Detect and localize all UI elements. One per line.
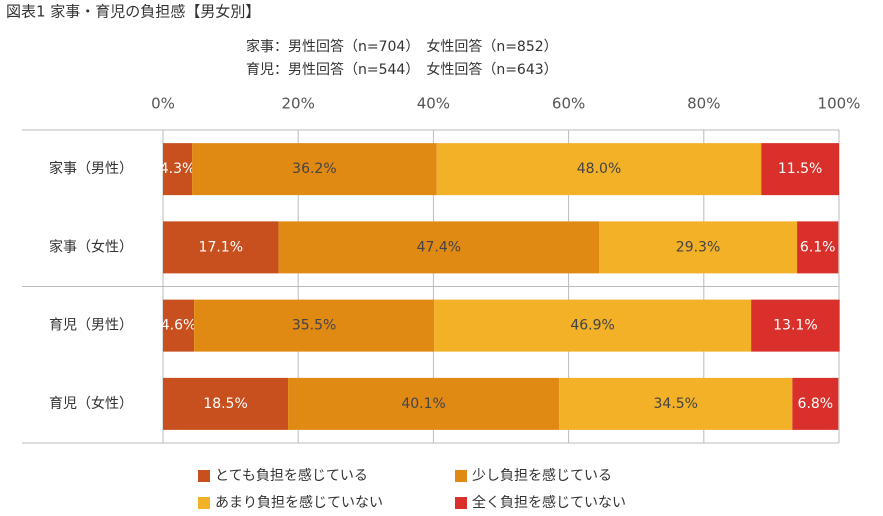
chart-title: 図表1 家事・育児の負担感【男女別】 (6, 3, 260, 21)
value-label: 17.1% (199, 239, 243, 255)
legend-swatch (198, 497, 210, 509)
x-tick-label: 60% (552, 95, 585, 113)
legend-label: とても負担を感じている (215, 467, 368, 484)
bar-segment (163, 143, 193, 196)
bar-segment (599, 221, 798, 274)
value-label: 34.5% (654, 396, 698, 412)
subtitle: 育児：男性回答（n=544） 女性回答（n=643） (246, 61, 558, 78)
value-label: 35.5% (292, 318, 336, 334)
value-label: 4.3% (160, 161, 196, 177)
bar-segment (192, 143, 437, 196)
bar-segment (163, 221, 279, 274)
value-label: 29.3% (676, 239, 720, 255)
y-tick-label: 家事（男性） (49, 160, 133, 177)
y-tick-label: 育児（男性） (49, 318, 133, 334)
bar-segment (278, 221, 600, 274)
value-label: 46.9% (570, 318, 614, 334)
x-tick-label: 40% (417, 95, 450, 113)
bar-segment (751, 299, 840, 352)
legend-label: 少し負担を感じている (472, 467, 612, 484)
legend-swatch (198, 470, 210, 482)
bar-segment (288, 377, 560, 430)
value-label: 48.0% (577, 161, 621, 177)
value-label: 6.8% (798, 396, 834, 412)
legend-label: 全く負担を感じていない (472, 494, 626, 511)
value-label: 11.5% (778, 161, 822, 177)
subtitle: 家事：男性回答（n=704） 女性回答（n=852） (246, 38, 558, 55)
legend-swatch (455, 497, 467, 509)
bar-segment (797, 221, 839, 274)
value-label: 4.6% (161, 318, 197, 334)
x-tick-label: 0% (151, 95, 175, 113)
x-tick-label: 80% (687, 95, 720, 113)
value-label: 18.5% (203, 396, 247, 412)
value-label: 47.4% (417, 239, 461, 255)
value-label: 36.2% (292, 161, 336, 177)
y-tick-label: 育児（女性） (49, 395, 133, 412)
bar-segment (761, 143, 839, 196)
value-label: 6.1% (800, 239, 836, 255)
bar-segment (792, 377, 839, 430)
bar-segment (436, 143, 762, 196)
value-label: 40.1% (401, 396, 445, 412)
bar-segment (163, 299, 195, 352)
bar-segment (163, 377, 289, 430)
legend-label: あまり負担を感じていない (215, 494, 383, 511)
bar-segment (559, 377, 793, 430)
y-tick-label: 家事（女性） (49, 238, 133, 255)
bar-segment (194, 299, 435, 352)
bar-segment (434, 299, 752, 352)
x-tick-label: 100% (818, 95, 861, 113)
value-label: 13.1% (773, 318, 817, 334)
legend-swatch (455, 470, 467, 482)
x-tick-label: 20% (282, 95, 315, 113)
